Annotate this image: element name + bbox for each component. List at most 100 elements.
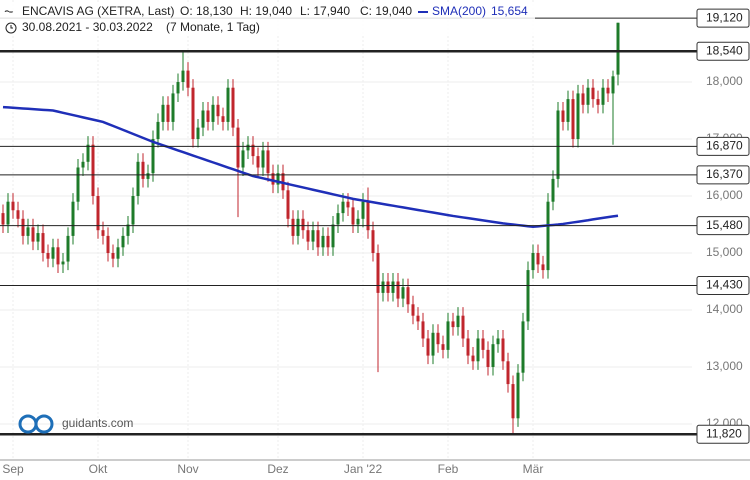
candle-body	[351, 207, 355, 225]
candle-body	[581, 93, 585, 105]
candle-body	[106, 235, 110, 253]
candle-body	[191, 87, 195, 140]
x-tick-label: Feb	[438, 462, 459, 476]
level-label: 16,370	[706, 167, 743, 181]
candle-body	[111, 252, 115, 259]
candle-body	[556, 110, 560, 179]
clock-hands	[10, 25, 13, 29]
candle-body	[446, 321, 450, 350]
candle-body	[321, 235, 325, 248]
candle-body	[291, 218, 295, 236]
candle-body	[481, 338, 485, 350]
candle-body	[151, 139, 155, 174]
candle-body	[566, 99, 570, 122]
candle-body	[211, 104, 215, 122]
candle-body	[611, 76, 615, 94]
x-tick-label: Nov	[177, 462, 198, 476]
header-low: L: 17,940	[300, 4, 350, 18]
candle-body	[11, 201, 15, 211]
candle-body	[86, 144, 90, 162]
candle-body	[436, 332, 440, 345]
candle-body	[456, 315, 460, 328]
level-label: 15,480	[706, 218, 743, 232]
candle-body	[26, 227, 30, 236]
candle-body	[36, 233, 40, 242]
candle-body	[336, 213, 340, 225]
candle-body	[541, 264, 545, 271]
header-title: ENCAVIS AG (XETRA, Last)	[22, 4, 174, 18]
level-label: 14,430	[706, 278, 743, 292]
header-high: H: 19,040	[240, 4, 292, 18]
y-tick-label: 13,000	[706, 359, 743, 373]
candle-body	[471, 355, 475, 362]
candle-body	[261, 150, 265, 168]
candle-body	[341, 201, 345, 214]
header: ⏦ ENCAVIS AG (XETRA, Last) O: 18,130 H: …	[0, 3, 535, 35]
level-box	[696, 41, 750, 61]
candle-body	[431, 332, 435, 356]
level-label: 16,870	[706, 139, 743, 153]
candle-body	[491, 344, 495, 367]
candle-body	[286, 190, 290, 219]
candle-body	[391, 281, 395, 293]
candle-body	[206, 110, 210, 122]
candle-body	[516, 372, 520, 419]
candle-body	[241, 150, 245, 168]
candle-body	[101, 230, 105, 236]
candle-body	[511, 384, 515, 419]
candle-body	[526, 270, 530, 322]
candle-body	[96, 196, 100, 231]
candle-body	[601, 87, 605, 105]
icon: ⏦	[4, 4, 14, 18]
y-tick-label: 14,000	[706, 302, 743, 316]
candle-body	[216, 104, 220, 117]
header-close: C: 19,040	[360, 4, 412, 18]
header-range: 30.08.2021 - 30.03.2022	[22, 20, 153, 34]
candle-body	[496, 338, 500, 345]
candle-body	[401, 287, 405, 299]
candle-body	[31, 227, 35, 242]
candle-body	[451, 321, 455, 328]
candle-body	[551, 178, 555, 202]
candle-body	[16, 210, 20, 219]
candle-body	[156, 121, 160, 140]
candle-body	[131, 196, 135, 225]
candle-body	[176, 82, 180, 94]
candle-body	[66, 235, 70, 262]
candle-body	[466, 338, 470, 356]
candle-body	[316, 230, 320, 248]
candle-body	[6, 201, 10, 225]
candle-body	[331, 224, 335, 248]
candle-body	[306, 230, 310, 242]
candle-body	[76, 167, 80, 202]
candle-body	[561, 110, 565, 122]
candle-body	[536, 252, 540, 265]
level-label: 11,820	[706, 426, 742, 440]
candle-body	[121, 235, 125, 248]
candle-body	[396, 281, 400, 299]
y-tick-label: 15,000	[706, 245, 743, 259]
candle-body	[371, 230, 375, 253]
header-span: (7 Monate, 1 Tag)	[166, 20, 260, 34]
watermark: guidants.com	[62, 416, 133, 430]
candle-body	[56, 247, 60, 265]
candle-body	[616, 22, 620, 75]
candle-body	[136, 161, 140, 197]
level-box	[696, 8, 750, 28]
clock-icon	[5, 22, 17, 34]
candle-body	[546, 201, 550, 271]
level-box	[696, 216, 750, 236]
candle-body	[41, 233, 45, 253]
candle-body	[531, 252, 535, 271]
candle-body	[326, 235, 330, 248]
candle-body	[161, 104, 165, 122]
candle-body	[386, 281, 390, 293]
candle-body	[381, 281, 385, 293]
candle-body	[246, 144, 250, 151]
candle-body	[376, 252, 380, 293]
candle-body	[256, 156, 260, 168]
level-box	[696, 275, 750, 295]
candle-body	[231, 87, 235, 128]
x-tick-label: Mär	[523, 462, 544, 476]
